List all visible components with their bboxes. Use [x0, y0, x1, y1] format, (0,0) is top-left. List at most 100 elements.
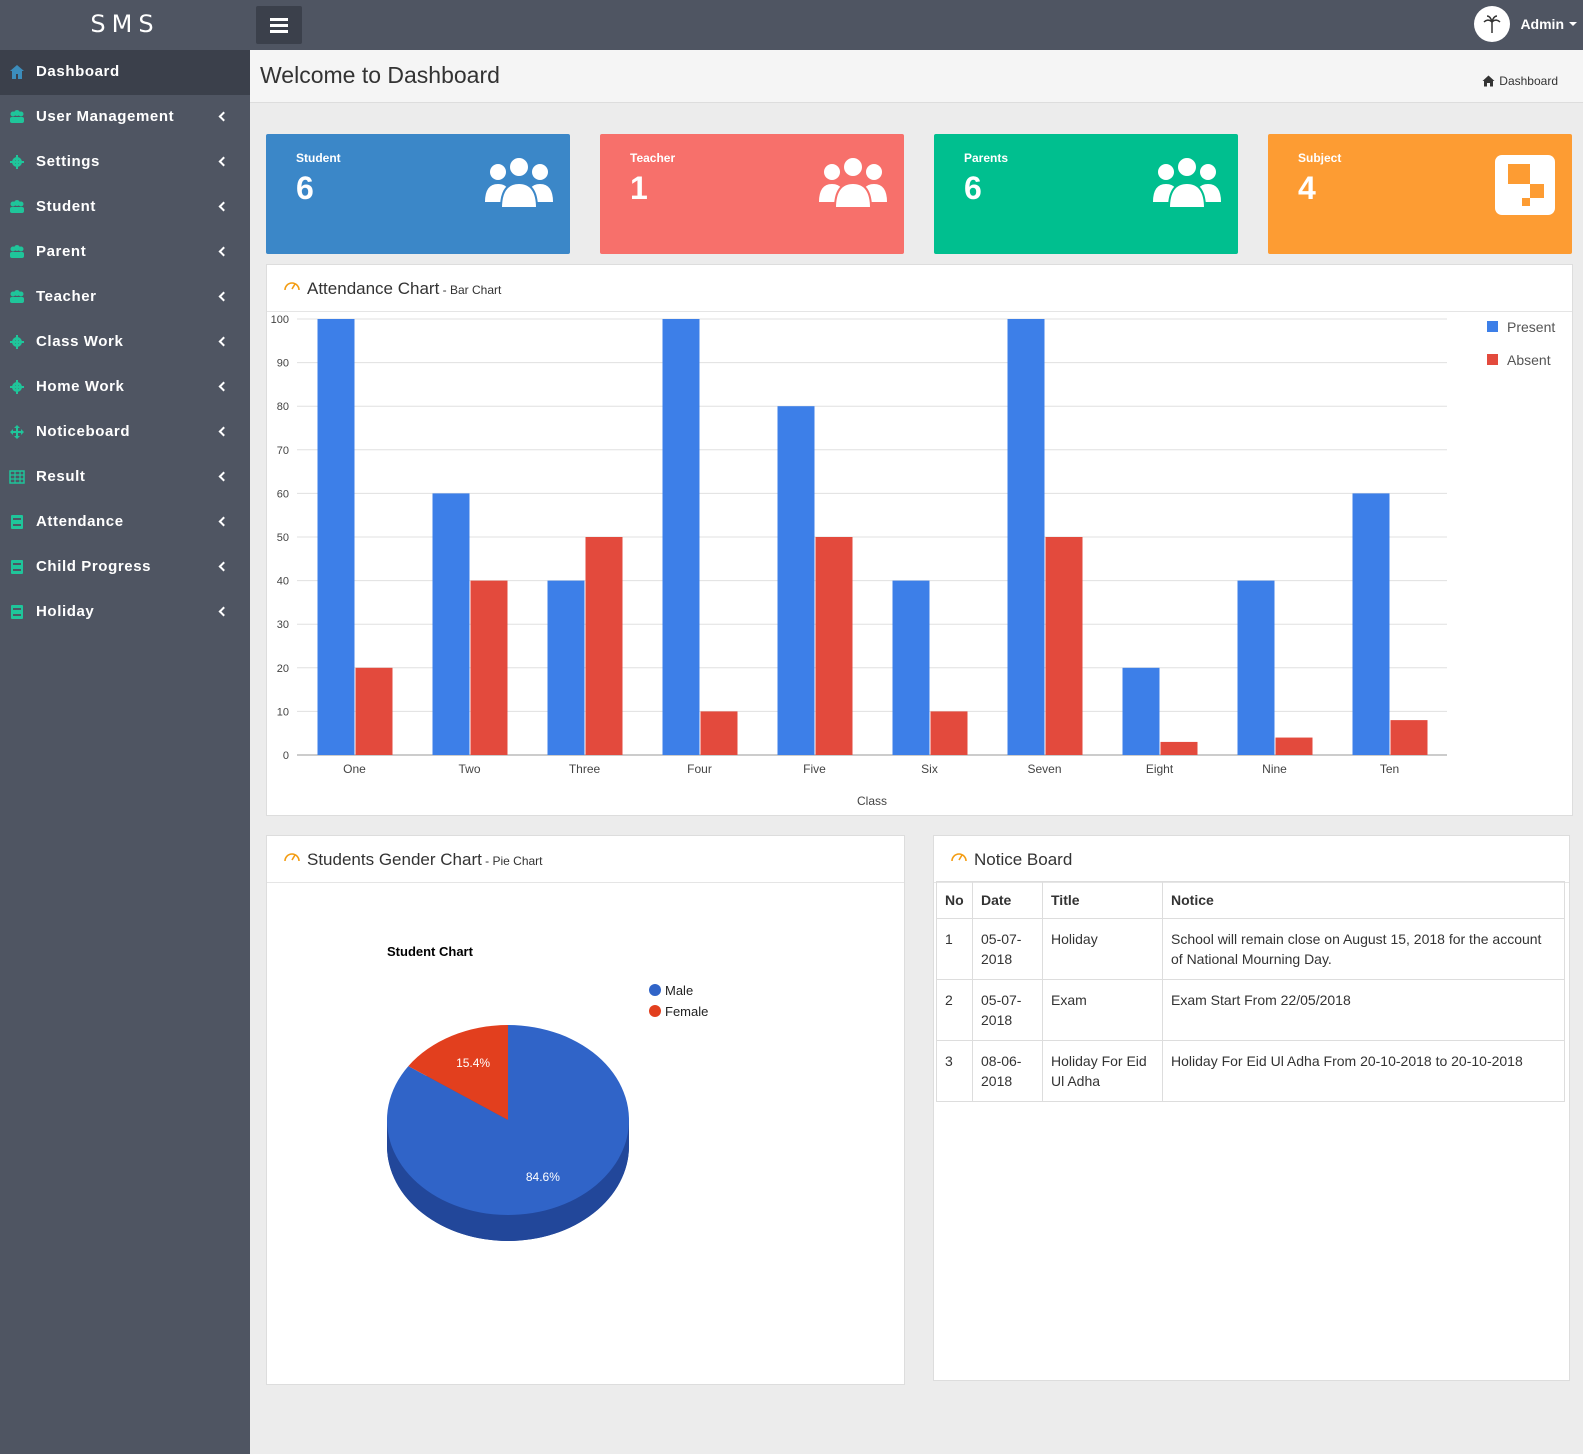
y-tick-label: 10	[277, 706, 289, 718]
sidebar-item-label: Student	[36, 198, 97, 215]
legend-label[interactable]: Female	[665, 1004, 708, 1019]
y-tick-label: 20	[277, 663, 289, 675]
bar-present[interactable]	[547, 580, 585, 755]
notice-cell-date: 08-06-2018	[972, 1040, 1043, 1102]
sidebar-item-result[interactable]: Result	[0, 455, 250, 500]
sidebar-item-teacher[interactable]: Teacher	[0, 275, 250, 320]
sidebar-item-child-progress[interactable]: Child Progress	[0, 545, 250, 590]
x-axis-label: Class	[857, 794, 887, 808]
pie-value-label: 84.6%	[526, 1170, 560, 1184]
chevron-left-icon	[218, 381, 229, 392]
dashboard-gauge-icon	[951, 853, 967, 862]
legend-swatch	[1487, 321, 1498, 332]
legend-label[interactable]: Present	[1507, 319, 1555, 335]
bar-present[interactable]	[1122, 667, 1160, 755]
sidebar-item-home-work[interactable]: Home Work	[0, 365, 250, 410]
bar-present[interactable]	[777, 406, 815, 755]
sidebar-item-label: Class Work	[36, 333, 124, 350]
bar-absent[interactable]	[930, 711, 968, 755]
stat-card-parents[interactable]: Parents 6	[934, 134, 1238, 254]
attendance-chart-title: Attendance Chart	[307, 279, 440, 298]
notice-cell-notice: Holiday For Eid Ul Adha From 20-10-2018 …	[1162, 1040, 1565, 1102]
sidebar-item-label: Settings	[36, 153, 100, 170]
notice-cell-notice: Exam Start From 22/05/2018	[1162, 979, 1565, 1041]
stat-value: 1	[630, 170, 648, 206]
notice-cell-no: 1	[936, 918, 973, 980]
bar-absent[interactable]	[585, 537, 623, 755]
stat-value: 6	[296, 170, 314, 206]
bar-absent[interactable]	[470, 580, 508, 755]
box-title: Students Gender Chart - Pie Chart	[307, 850, 543, 870]
sidebar-item-label: User Management	[36, 108, 175, 125]
bar-absent[interactable]	[1160, 741, 1198, 755]
table-header-row: No Date Title Notice	[936, 881, 1565, 919]
notice-cell-title: Holiday	[1042, 918, 1163, 980]
bar-absent[interactable]	[1045, 537, 1083, 755]
sidebar-item-label: Home Work	[36, 378, 125, 395]
pie-slice-female[interactable]	[408, 1025, 508, 1120]
pie-title: Student Chart	[387, 944, 474, 959]
book-icon	[11, 605, 23, 619]
y-tick-label: 90	[277, 358, 289, 370]
legend-label[interactable]: Absent	[1507, 352, 1551, 368]
chevron-left-icon	[218, 561, 229, 572]
bar-present[interactable]	[1007, 319, 1045, 755]
legend-label[interactable]: Male	[665, 983, 693, 998]
users-icon	[10, 110, 24, 123]
notice-cell-date: 05-07-2018	[972, 979, 1043, 1041]
sidebar-item-user-management[interactable]: User Management	[0, 95, 250, 140]
puzzle-icon	[1495, 155, 1555, 215]
gear-icon	[10, 380, 24, 394]
sidebar-item-class-work[interactable]: Class Work	[0, 320, 250, 365]
stat-label: Subject	[1298, 151, 1342, 165]
y-tick-label: 40	[277, 576, 289, 588]
notice-board-title: Notice Board	[974, 850, 1073, 869]
chevron-left-icon	[218, 606, 229, 617]
sidebar-item-settings[interactable]: Settings	[0, 140, 250, 185]
breadcrumb[interactable]: Dashboard	[1482, 74, 1558, 88]
bar-present[interactable]	[892, 580, 930, 755]
sidebar-item-noticeboard[interactable]: Noticeboard	[0, 410, 250, 455]
menu-toggle-button[interactable]	[256, 6, 302, 44]
stat-value: 4	[1298, 170, 1316, 206]
sidebar-item-holiday[interactable]: Holiday	[0, 590, 250, 635]
sidebar-item-dashboard[interactable]: Dashboard	[0, 50, 250, 95]
x-tick-label: Eight	[1146, 762, 1174, 776]
sidebar-item-label: Dashboard	[36, 63, 120, 80]
bar-absent[interactable]	[815, 537, 853, 755]
bar-present[interactable]	[317, 319, 355, 755]
home-icon	[1482, 75, 1495, 87]
notice-table: No Date Title Notice 1 05-07-2018 Holiday S…	[936, 881, 1565, 1102]
user-name: Admin	[1520, 16, 1564, 32]
notice-board-box: Notice Board No Date Title Notice 1 05-07…	[933, 835, 1570, 1381]
book-icon	[11, 560, 23, 574]
chevron-left-icon	[218, 201, 229, 212]
x-tick-label: Six	[921, 762, 938, 776]
users-icon	[10, 245, 24, 258]
stat-card-student[interactable]: Student 6	[266, 134, 570, 254]
y-tick-label: 80	[277, 401, 289, 413]
bar-present[interactable]	[1237, 580, 1275, 755]
sidebar-item-label: Noticeboard	[36, 423, 131, 440]
sidebar-item-parent[interactable]: Parent	[0, 230, 250, 275]
dashboard-gauge-icon	[284, 282, 300, 291]
brand-logo[interactable]: SMS	[90, 10, 160, 38]
avatar	[1474, 6, 1511, 42]
legend-swatch	[1487, 354, 1498, 365]
bar-absent[interactable]	[355, 667, 393, 755]
notice-cell-no: 3	[936, 1040, 973, 1102]
bar-present[interactable]	[662, 319, 700, 755]
bar-absent[interactable]	[1275, 737, 1313, 755]
bar-present[interactable]	[432, 493, 470, 755]
bar-absent[interactable]	[1390, 720, 1428, 755]
users-icon	[10, 290, 24, 303]
sidebar-item-attendance[interactable]: Attendance	[0, 500, 250, 545]
stat-card-subject[interactable]: Subject 4	[1268, 134, 1572, 254]
user-menu[interactable]: Admin	[1474, 2, 1577, 46]
sidebar-item-label: Child Progress	[36, 558, 152, 575]
stat-card-teacher[interactable]: Teacher 1	[600, 134, 904, 254]
bar-absent[interactable]	[700, 711, 738, 755]
bar-present[interactable]	[1352, 493, 1390, 755]
sidebar-item-student[interactable]: Student	[0, 185, 250, 230]
chevron-left-icon	[218, 516, 229, 527]
